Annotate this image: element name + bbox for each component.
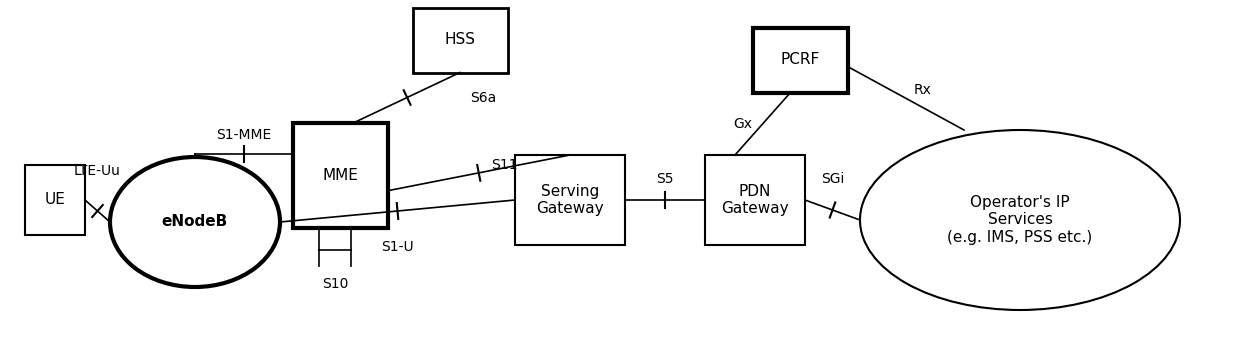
Text: MME: MME: [322, 167, 358, 182]
Text: S10: S10: [322, 278, 348, 292]
Bar: [25, 165, 85, 235]
Bar: [752, 27, 847, 93]
Text: S11: S11: [491, 158, 517, 172]
Text: Operator's IP
Services
(e.g. IMS, PSS etc.): Operator's IP Services (e.g. IMS, PSS et…: [948, 195, 1093, 245]
Text: PDN
Gateway: PDN Gateway: [721, 184, 789, 216]
Text: eNodeB: eNodeB: [162, 215, 228, 230]
Text: Gx: Gx: [733, 117, 753, 131]
Bar: [515, 155, 624, 245]
Text: S5: S5: [657, 172, 674, 186]
Text: HSS: HSS: [445, 33, 476, 47]
Text: PCRF: PCRF: [781, 53, 820, 67]
Text: UE: UE: [45, 193, 66, 207]
Text: S6a: S6a: [470, 91, 497, 104]
Text: S1-MME: S1-MME: [216, 128, 271, 142]
Text: Rx: Rx: [913, 83, 932, 97]
Ellipse shape: [860, 130, 1180, 310]
Text: SGi: SGi: [820, 172, 844, 186]
Text: S1-U: S1-U: [382, 240, 414, 254]
Text: LTE-Uu: LTE-Uu: [74, 164, 121, 178]
Bar: [292, 122, 388, 227]
Bar: [705, 155, 805, 245]
Ellipse shape: [110, 157, 280, 287]
Bar: [413, 7, 508, 73]
Text: Serving
Gateway: Serving Gateway: [536, 184, 603, 216]
